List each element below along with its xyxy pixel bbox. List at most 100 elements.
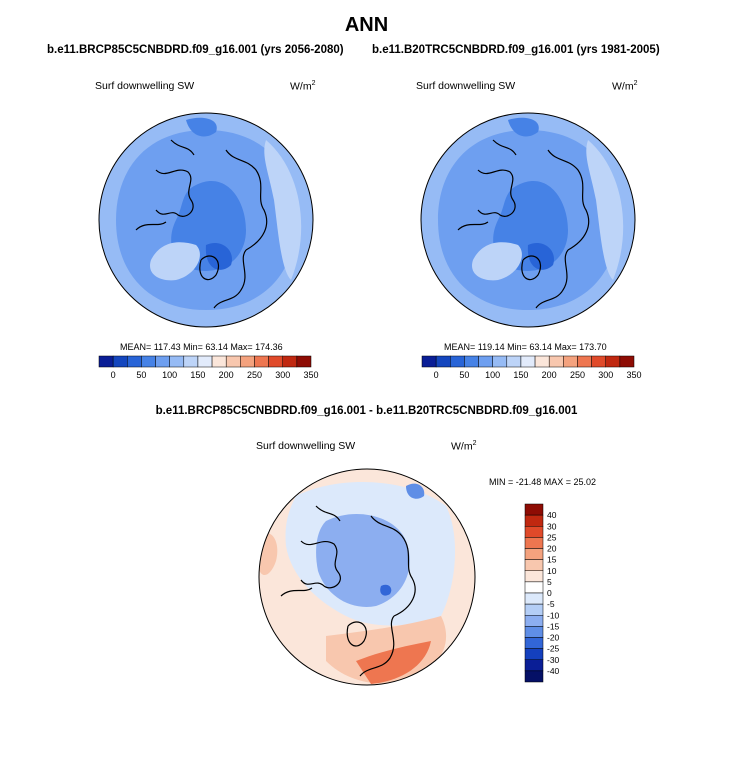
colorbar-swatch xyxy=(548,355,564,368)
map-field-greenland xyxy=(150,242,200,281)
map-field-low xyxy=(527,242,554,270)
diff-stats: MIN = -21.48 MAX = 25.02 xyxy=(489,477,597,487)
colorbar-swatch xyxy=(524,581,544,594)
colorbar-swatch xyxy=(282,355,298,368)
colorbar-tick-label: -15 xyxy=(547,621,560,631)
colorbar-tick-label: 250 xyxy=(570,370,585,380)
colorbar-swatch xyxy=(524,648,544,660)
colorbar-swatch xyxy=(534,355,550,368)
right-variable-label: Surf downwelling SW xyxy=(416,80,516,92)
map-field-small-low xyxy=(380,584,392,596)
colorbar-swatch xyxy=(520,355,536,368)
colorbar-swatch xyxy=(524,503,544,516)
colorbar-swatch xyxy=(296,355,312,368)
diff-units-label: W/m2 xyxy=(451,440,477,453)
colorbar-swatch xyxy=(141,355,156,368)
colorbar-tick-label: 0 xyxy=(547,588,552,598)
colorbar-swatch xyxy=(524,559,544,571)
map-field-mid xyxy=(316,513,410,607)
colorbar-tick-label: 100 xyxy=(162,370,177,380)
colorbar-swatch xyxy=(254,355,269,368)
diff-variable-label: Surf downwelling SW xyxy=(256,440,356,452)
colorbar-tick-label: 350 xyxy=(626,370,641,380)
colorbar-swatch xyxy=(127,355,142,368)
coastline xyxy=(280,505,416,677)
colorbar-swatch xyxy=(155,355,170,368)
colorbar-swatch xyxy=(577,355,592,368)
map-field-north-blob xyxy=(186,117,217,137)
main-title: ANN xyxy=(344,14,389,36)
colorbar-tick-label: -20 xyxy=(547,633,560,643)
colorbar-swatch xyxy=(450,355,465,368)
colorbar-swatch xyxy=(524,526,544,538)
right-stats: MEAN= 119.14 Min= 63.14 Max= 173.70 xyxy=(444,342,607,352)
left-units-label: W/m2 xyxy=(290,80,316,93)
coastline xyxy=(135,139,268,309)
diff-polar-map xyxy=(258,468,476,686)
colorbar-swatch xyxy=(225,355,241,368)
colorbar-swatch xyxy=(524,514,544,527)
coastline xyxy=(457,139,590,309)
colorbar-tick-label: 10 xyxy=(547,566,557,576)
colorbar-tick-label: 150 xyxy=(513,370,528,380)
colorbar-tick-label: 0 xyxy=(434,370,439,380)
colorbar-tick-label: 100 xyxy=(485,370,500,380)
map-field-greenland xyxy=(472,242,522,281)
colorbar-swatch xyxy=(492,355,508,368)
colorbar-tick-label: 150 xyxy=(190,370,205,380)
left-colorbar: 0 50 100 150 200 250 300 350 xyxy=(98,355,319,380)
colorbar-tick-label: -25 xyxy=(547,644,560,654)
map-field-east-band xyxy=(264,140,302,280)
map-field-east-blob xyxy=(406,483,425,499)
colorbar-swatch xyxy=(524,659,544,672)
left-stats: MEAN= 117.43 Min= 63.14 Max= 174.36 xyxy=(120,342,283,352)
map-field-north-blob xyxy=(508,117,539,137)
colorbar-swatch xyxy=(197,355,213,368)
left-case-title: b.e11.BRCP85C5CNBDRD.f09_g16.001 (yrs 20… xyxy=(47,44,344,56)
colorbar-tick-label: 30 xyxy=(547,521,557,531)
colorbar-tick-label: 5 xyxy=(547,577,552,587)
colorbar-tick-label: 200 xyxy=(542,370,557,380)
map-field-low xyxy=(205,242,232,270)
diff-title: b.e11.BRCP85C5CNBDRD.f09_g16.001 - b.e11… xyxy=(155,405,578,417)
right-case-title: b.e11.B20TRC5CNBDRD.f09_g16.001 (yrs 198… xyxy=(372,44,660,56)
colorbar-tick-label: 50 xyxy=(136,370,146,380)
colorbar-tick-label: 50 xyxy=(459,370,469,380)
colorbar-swatch xyxy=(524,670,544,683)
colorbar-tick-label: 15 xyxy=(547,555,557,565)
colorbar-tick-label: 350 xyxy=(303,370,318,380)
colorbar-swatch xyxy=(619,355,635,368)
left-variable-label: Surf downwelling SW xyxy=(95,80,195,92)
colorbar-swatch xyxy=(605,355,621,368)
colorbar-swatch xyxy=(268,355,283,368)
colorbar-swatch xyxy=(240,355,255,368)
colorbar-tick-label: -30 xyxy=(547,655,560,665)
colorbar-swatch xyxy=(524,570,544,583)
map-field-south-warm xyxy=(326,616,447,684)
right-colorbar: 0 50 100 150 200 250 300 350 xyxy=(421,355,642,380)
colorbar-swatch xyxy=(211,355,227,368)
colorbar-swatch xyxy=(98,355,114,368)
colorbar-tick-label: 300 xyxy=(275,370,290,380)
left-polar-map xyxy=(98,112,314,328)
map-field-hot xyxy=(356,641,431,684)
colorbar-tick-label: 250 xyxy=(247,370,262,380)
right-polar-map xyxy=(420,112,636,328)
colorbar-swatch xyxy=(169,355,185,368)
colorbar-swatch xyxy=(435,355,451,368)
colorbar-tick-label: 20 xyxy=(547,544,557,554)
right-units-label: W/m2 xyxy=(612,80,638,93)
colorbar-swatch xyxy=(421,355,437,368)
colorbar-tick-label: 200 xyxy=(219,370,234,380)
colorbar-swatch xyxy=(524,592,544,605)
colorbar-swatch xyxy=(524,615,544,627)
colorbar-swatch xyxy=(478,355,493,368)
colorbar-swatch xyxy=(591,355,606,368)
colorbar-tick-label: -40 xyxy=(547,666,560,676)
colorbar-swatch xyxy=(112,355,128,368)
colorbar-tick-label: 40 xyxy=(547,510,557,520)
colorbar-swatch xyxy=(524,537,544,549)
colorbar-swatch xyxy=(183,355,199,368)
colorbar-tick-label: -5 xyxy=(547,599,555,609)
